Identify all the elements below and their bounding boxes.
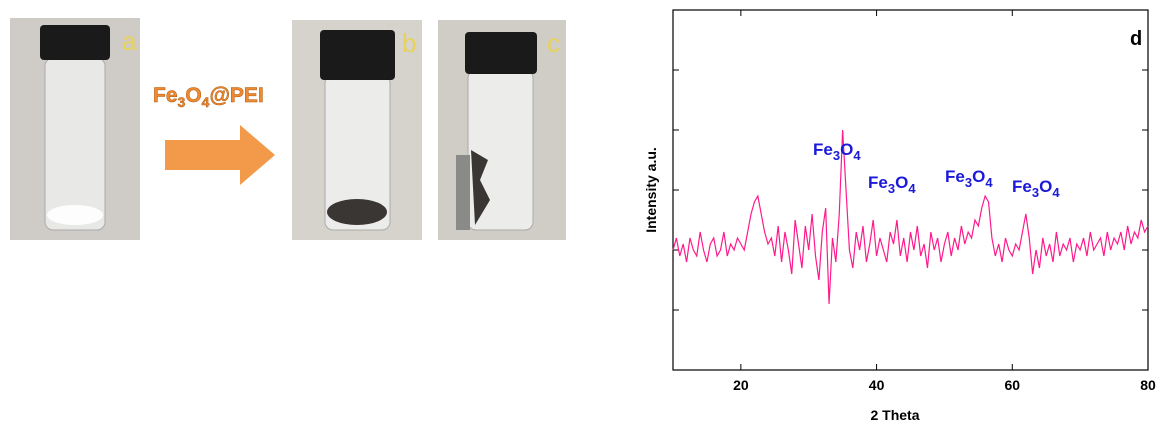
reagent-part: Fe xyxy=(153,84,178,107)
annotation: Fe3O4 xyxy=(813,140,861,163)
photo-a: a xyxy=(10,18,140,240)
x-tick-label: 20 xyxy=(733,377,749,393)
annotation-part: 4 xyxy=(908,181,916,196)
y-axis-label: Intensity a.u. xyxy=(643,147,659,233)
annotation: Fe3O4 xyxy=(1012,177,1060,200)
annotation-part: 3 xyxy=(965,175,972,190)
annotation: Fe3O4 xyxy=(945,167,993,190)
annotation-part: O xyxy=(895,173,908,192)
annotation: Fe3O4 xyxy=(868,173,916,196)
photo-b: b xyxy=(292,20,422,240)
panel-label: c xyxy=(547,28,560,58)
x-tick-label: 40 xyxy=(869,377,885,393)
reagent-part: @PEI xyxy=(209,84,263,107)
x-tick-label: 60 xyxy=(1004,377,1020,393)
annotation-part: 4 xyxy=(1052,185,1060,200)
annotation-part: 3 xyxy=(888,181,895,196)
annotation-part: 3 xyxy=(833,148,840,163)
reagent-part: 4 xyxy=(202,94,210,110)
annotation-part: Fe xyxy=(1012,177,1032,196)
data-line xyxy=(672,129,1149,305)
x-tick-label: 80 xyxy=(1140,377,1156,393)
x-axis-label: 2 Theta xyxy=(870,407,919,423)
reagent-part: O xyxy=(185,84,201,107)
annotation-part: 4 xyxy=(853,148,861,163)
annotation-part: O xyxy=(840,140,853,159)
annotation-part: Fe xyxy=(868,173,888,192)
annotation-part: Fe xyxy=(813,140,833,159)
panel-label: b xyxy=(402,28,416,58)
annotation-part: O xyxy=(972,167,985,186)
reagent-label: Fe3O4@PEI xyxy=(153,84,264,110)
panel-label: d xyxy=(1130,28,1142,50)
annotation-part: Fe xyxy=(945,167,965,186)
reagent-part: 3 xyxy=(178,94,186,110)
annotation-part: O xyxy=(1039,177,1052,196)
annotation-part: 4 xyxy=(985,175,993,190)
arrow xyxy=(165,125,275,185)
panel-label: a xyxy=(122,26,137,56)
annotation-part: 3 xyxy=(1032,185,1039,200)
photo-c: c xyxy=(438,20,566,240)
